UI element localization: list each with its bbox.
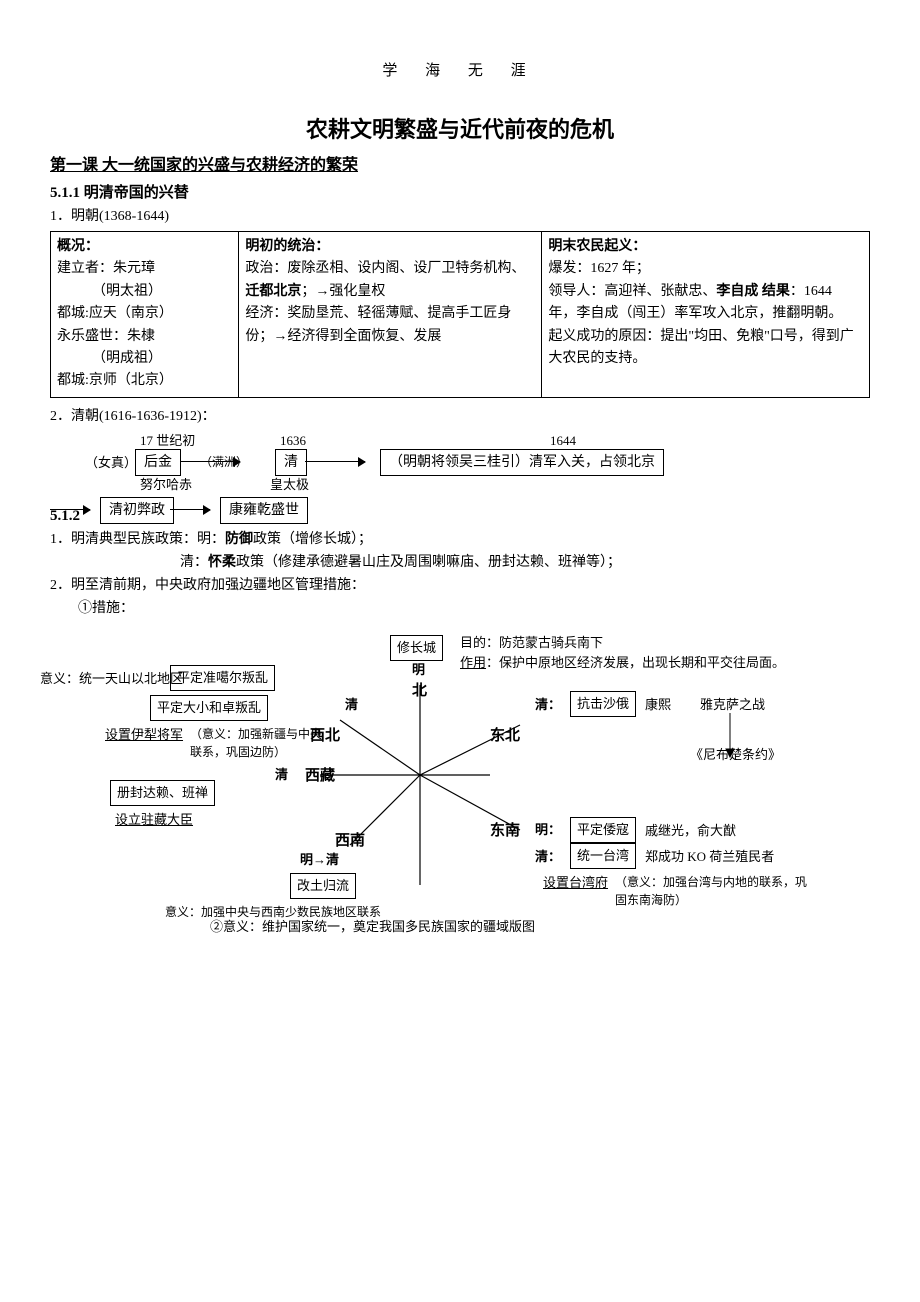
box-dalai: 册封达赖、班禅 [110,780,215,806]
flow-l1a: （女真） [85,453,137,473]
flow-year1: 17 世纪初 [140,431,195,451]
txt-wall-effect-u: 作用 [460,655,486,670]
txt-yili-mean: （意义：加强新疆与中央联系，巩固边防） [190,725,330,761]
ming-item: 1．明朝(1368-1644) [50,206,870,227]
lbl-qing-nw: 清 [345,695,358,715]
txt-zhungar-mean: 意义：统一天山以北地区 [40,669,183,689]
lbl-qing-w: 清 [275,765,288,785]
qing-flowchart: 17 世纪初 （女真） 后金 努尔哈赤 （满洲） 1636 清 皇太极 1644… [50,431,870,541]
box-zhungar: 平定准噶尔叛乱 [170,665,275,691]
txt-yili: 设置伊犁将军 [105,725,183,745]
p1f: 政策（修建承德避暑山庄及周围喇嘛庙、册封达赖、班禅等）； [236,555,621,570]
txt-kangxi: 康熙 [645,695,671,715]
txt-wall-purpose: 目的：防范蒙古骑兵南下 [460,633,603,653]
measures-head: 2．明至清前期，中央政府加强边疆地区管理措施： [50,575,870,596]
frontier-diagram: 北 西北 东北 西藏 西南 东南 明 修长城 目的：防范蒙古骑兵南下 作用：保护… [50,625,870,965]
lbl-mingqing-sw: 明→清 [300,850,339,870]
main-title: 农耕文明繁盛与近代前夜的危机 [50,113,870,146]
box-russia: 抗击沙俄 [570,691,636,717]
flow-l2b: 皇太极 [270,475,309,495]
measures-sub: ①措施： [78,598,870,619]
arrow-icon [305,461,365,462]
txt-taiwanfu: 设置台湾府 [543,873,608,893]
arrow-icon [50,509,90,510]
txt-nibuchu: 《尼布楚条约》 [690,745,781,765]
col3-d: 结果 [762,284,790,299]
txt-yakesa: 雅克萨之战 [700,695,765,715]
flow-l1b: 努尔哈赤 [140,475,192,495]
arrow-icon [170,509,210,510]
col2-head: 明初的统治： [245,239,329,254]
col1-head: 概况： [57,239,99,254]
box-huizu: 平定大小和卓叛乱 [150,695,268,721]
region-se: 东南 [490,820,520,843]
txt-zhengcg: 郑成功 KO 荷兰殖民者 [645,847,774,867]
txt-qijiguang: 戚继光，俞大猷 [645,821,736,841]
region-xz: 西藏 [305,765,335,788]
p1e: 怀柔 [208,555,236,570]
flow-year2: 1636 [280,431,306,451]
txt-taiwanfu-mean: （意义：加强台湾与内地的联系，巩固东南海防） [615,873,815,909]
conclusion: ②意义：维护国家统一，奠定我国多民族国家的疆域版图 [210,917,535,937]
lesson-heading: 第一课 大一统国家的兴盛与农耕经济的繁荣 [50,154,870,178]
flow-year3: 1644 [550,431,576,451]
policy-line2: 清：怀柔政策（修建承德避暑山庄及周围喇嘛庙、册封达赖、班禅等）； [180,552,870,573]
flow-l2a: （满洲） [200,453,248,471]
col3-head: 明末农民起义： [548,239,646,254]
flow-node1: 后金 [135,449,181,476]
box-wokou: 平定倭寇 [570,817,636,843]
box-gaitu: 改土归流 [290,873,356,899]
region-sw: 西南 [335,830,365,853]
flow-node4: 清初弊政 [100,497,174,524]
ming-table: 概况： 建立者：朱元璋 （明太祖） 都城:应天（南京） 永乐盛世：朱棣 （明成祖… [50,231,870,398]
flow-node2: 清 [275,449,307,476]
col2-a: 政治：废除丞相、设内阁、设厂卫特务机构、 [245,261,525,276]
page-header: 学 海 无 涯 [50,60,870,83]
flow-node3: （明朝将领吴三桂引）清军入关，占领北京 [380,449,664,476]
lbl-ming-se: 明： [535,820,561,840]
region-north: 北 [412,680,427,703]
col3-a: 爆发：1627 年； 领导人：高迎祥、张献忠、 [548,261,716,298]
section-511: 5.1.1 明清帝国的兴替 [50,182,870,205]
qing-item: 2．清朝(1616-1636-1912)： [50,406,870,427]
txt-zhuzang: 设立驻藏大臣 [115,810,193,830]
box-great-wall: 修长城 [390,635,443,661]
lbl-qing-se: 清： [535,847,561,867]
col2-b: 迁都北京 [245,284,301,299]
region-ne: 东北 [490,725,520,748]
lbl-ming-n: 明 [412,660,425,680]
lbl-qing-ne: 清： [535,695,561,715]
col1-body: 建立者：朱元璋 （明太祖） 都城:应天（南京） 永乐盛世：朱棣 （明成祖） 都城… [57,261,173,388]
flow-node5: 康雍乾盛世 [220,497,308,524]
col3-b: 李自成 [716,284,758,299]
txt-wall-effect: 作用：保护中原地区经济发展，出现长期和平交往局面。 [460,653,785,673]
txt-wall-effect-b: ：保护中原地区经济发展，出现长期和平交往局面。 [486,655,785,670]
p1d: 清： [180,555,208,570]
box-taiwan: 统一台湾 [570,843,636,869]
